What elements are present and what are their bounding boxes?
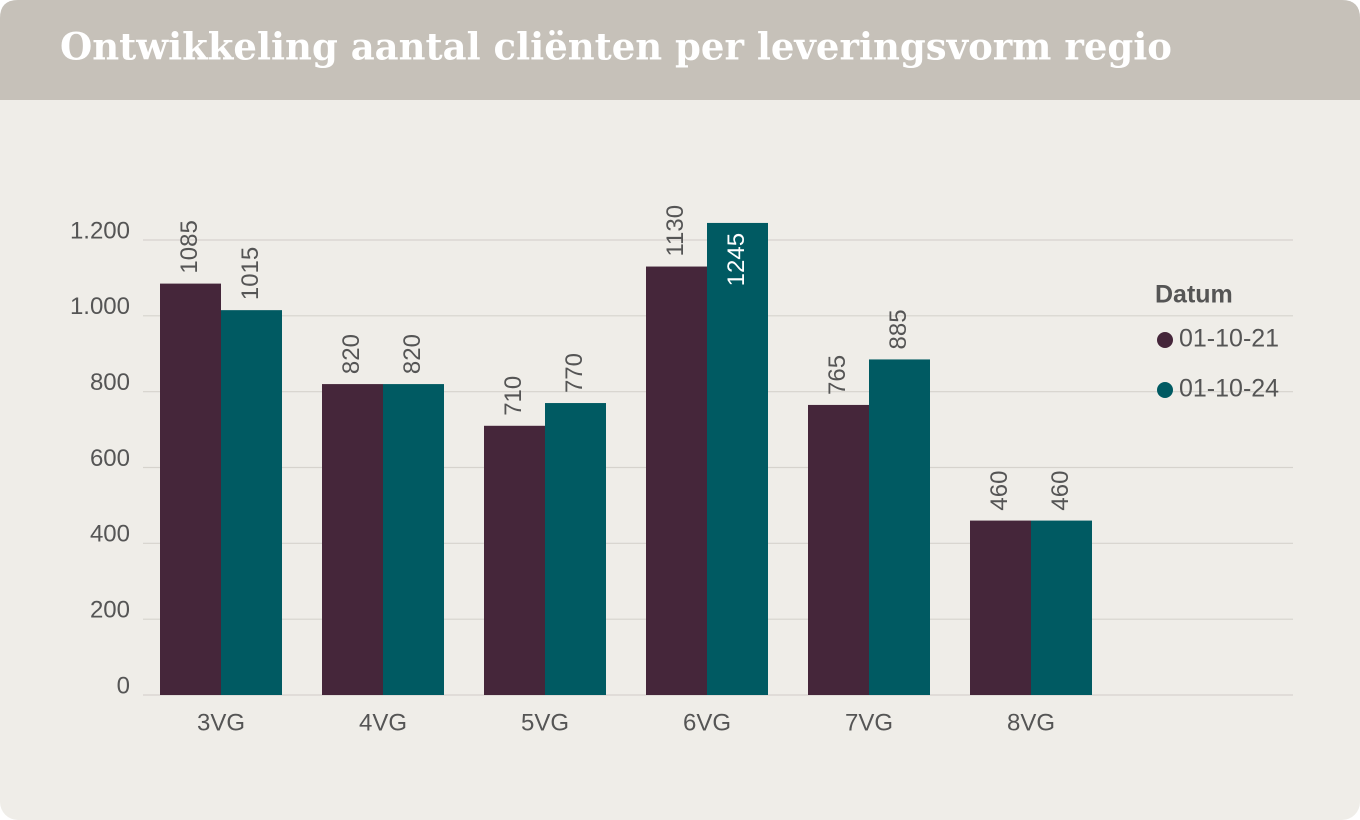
bar	[869, 359, 930, 695]
x-tick-label: 3VG	[197, 709, 245, 736]
bar	[970, 520, 1031, 695]
value-label: 820	[399, 334, 426, 374]
value-label: 1130	[662, 205, 689, 257]
legend-title: Datum	[1155, 281, 1233, 309]
value-label: 1085	[176, 220, 203, 273]
header	[0, 0, 1360, 100]
legend-marker	[1157, 382, 1173, 398]
value-label: 460	[986, 471, 1013, 511]
x-tick-label: 6VG	[683, 709, 731, 736]
y-tick-label: 400	[90, 521, 130, 548]
value-label: 885	[885, 309, 912, 349]
x-tick-label: 5VG	[521, 709, 569, 736]
value-label: 1245	[723, 233, 750, 286]
y-tick-label: 800	[90, 369, 130, 396]
value-label: 460	[1047, 471, 1074, 511]
bar	[808, 404, 869, 695]
chart-title: Ontwikkeling aantal cliënten per leverin…	[60, 25, 1172, 69]
y-tick-label: 1.200	[70, 217, 130, 244]
bar	[383, 384, 444, 695]
value-label: 710	[500, 376, 527, 416]
bar	[545, 403, 606, 695]
legend-label: 01-10-24	[1179, 375, 1279, 403]
bar	[484, 425, 545, 695]
legend-label: 01-10-21	[1179, 325, 1279, 353]
x-tick-label: 7VG	[845, 709, 893, 736]
bar	[707, 222, 768, 695]
value-label: 770	[561, 353, 588, 393]
y-tick-label: 1.000	[70, 293, 130, 320]
bar	[160, 283, 221, 695]
value-label: 765	[824, 355, 851, 395]
x-tick-label: 4VG	[359, 709, 407, 736]
y-tick-label: 200	[90, 597, 130, 624]
bar	[221, 310, 282, 695]
value-label: 820	[338, 334, 365, 374]
legend-marker	[1157, 332, 1173, 348]
y-tick-label: 0	[117, 672, 130, 699]
bar	[322, 384, 383, 695]
value-label: 1015	[237, 247, 264, 300]
bar	[646, 266, 707, 695]
x-tick-label: 8VG	[1007, 709, 1055, 736]
y-tick-label: 600	[90, 445, 130, 472]
bar	[1031, 520, 1092, 695]
